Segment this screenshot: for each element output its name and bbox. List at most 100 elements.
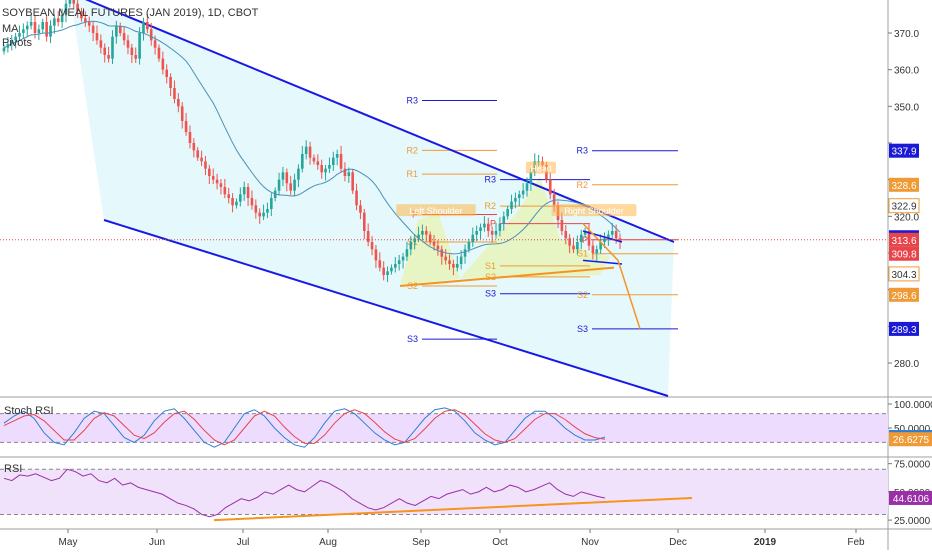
candle-body	[463, 249, 467, 257]
price-badge	[889, 232, 919, 247]
candle-body	[107, 55, 110, 59]
channel-upper-line	[85, 0, 675, 243]
candle-body	[192, 143, 196, 151]
candle-body	[184, 121, 188, 132]
candle-body	[564, 231, 568, 239]
candle-body	[572, 245, 575, 250]
candle-body	[180, 106, 184, 121]
candle-body	[118, 25, 122, 33]
candle-body	[2, 47, 6, 52]
candle-body	[196, 150, 200, 158]
stoch-y-label: 50.0000	[894, 424, 931, 435]
candle-body	[138, 33, 141, 59]
candle-body	[440, 249, 444, 257]
candle-body	[37, 29, 41, 33]
moving-average-line	[3, 20, 621, 255]
x-tick-label: Oct	[492, 537, 508, 548]
rsi-y-label: 25.0000	[894, 516, 931, 527]
pivot-label-r2: R2	[576, 180, 588, 190]
y-tick-label: 360.0	[894, 66, 919, 77]
candle-body	[157, 47, 161, 59]
candle-body	[308, 146, 312, 158]
candle-body	[211, 176, 215, 180]
candle-body	[424, 231, 428, 235]
pivot-label-s3: S3	[407, 334, 418, 344]
candle-body	[161, 58, 165, 70]
candle-body	[444, 256, 447, 261]
candle-body	[316, 161, 320, 165]
candle-body	[382, 267, 385, 275]
price-badge	[888, 266, 920, 282]
candle-body	[277, 179, 281, 191]
candle-body	[146, 22, 149, 30]
pattern-label-box	[526, 161, 556, 174]
candle-body	[285, 172, 289, 184]
price-axis: 280.0 320.0 350.0 360.0 370.0 337.9 328.6 322.9…	[888, 29, 920, 370]
candle-body	[87, 22, 91, 26]
candle-body	[378, 260, 382, 268]
candle-body	[22, 29, 25, 33]
pivot-label-s1: S1	[577, 249, 588, 259]
candle-body	[405, 249, 409, 257]
price-badge	[889, 177, 919, 192]
candle-body	[72, 0, 76, 4]
neckline	[399, 266, 615, 287]
candle-body	[301, 154, 304, 169]
pattern-label: Right Shoulder	[564, 206, 624, 216]
pivot-label-s1: S1	[407, 237, 418, 247]
candle-body	[506, 209, 509, 217]
candle-body	[386, 271, 389, 275]
candle-body	[366, 231, 370, 242]
rsi-trendline	[213, 496, 693, 522]
pattern-label: Left Shoulder	[409, 206, 463, 216]
y-tick-label: 370.0	[894, 29, 919, 40]
pivot-label-s3: S3	[485, 289, 496, 299]
candle-body	[432, 242, 436, 246]
candle-body	[409, 242, 413, 250]
candle-body	[49, 25, 52, 37]
candle-body	[10, 40, 14, 44]
pivot-label-p: P	[582, 235, 588, 245]
candle-body	[165, 69, 169, 77]
candle-body	[289, 183, 292, 191]
candle-body	[397, 260, 401, 264]
x-tick-label: Dec	[669, 537, 687, 548]
candle-body	[239, 194, 242, 202]
pivot-label-s3: S3	[577, 324, 588, 334]
price-panel[interactable]: R3R2R1PS1S2S3R3R2PS1S2S3R3R2PS1S2S3Left …	[0, 0, 888, 397]
head-shoulders-fill	[400, 176, 610, 286]
price-badge	[889, 143, 919, 158]
candle-body	[421, 231, 424, 235]
candle-body	[459, 256, 463, 264]
candle-body	[95, 33, 99, 41]
candle-body	[471, 234, 475, 242]
price-badge	[889, 246, 919, 261]
candle-body	[583, 231, 587, 235]
candle-body	[401, 256, 405, 261]
candle-body	[242, 187, 246, 195]
y-tick-label: 320.0	[894, 212, 919, 223]
candle-body	[297, 168, 300, 180]
pivot-label-r3: R3	[576, 146, 588, 156]
candle-body	[428, 234, 432, 242]
candle-body	[29, 22, 33, 26]
candle-body	[235, 201, 238, 206]
candle-body	[324, 168, 327, 173]
price-badge-label: 322.9	[891, 202, 916, 213]
price-badge-label: 328.6	[891, 181, 916, 192]
candle-body	[204, 161, 207, 169]
candle-body	[84, 18, 87, 22]
pivot-label-r2: R2	[406, 145, 418, 155]
pivots-legend: Pivots	[2, 37, 32, 49]
candle-body	[494, 231, 498, 235]
candle-body	[335, 154, 339, 158]
candle-body	[587, 231, 591, 246]
candle-body	[56, 18, 60, 22]
channel-fill	[70, 0, 674, 396]
x-tick-label: Feb	[847, 537, 865, 548]
